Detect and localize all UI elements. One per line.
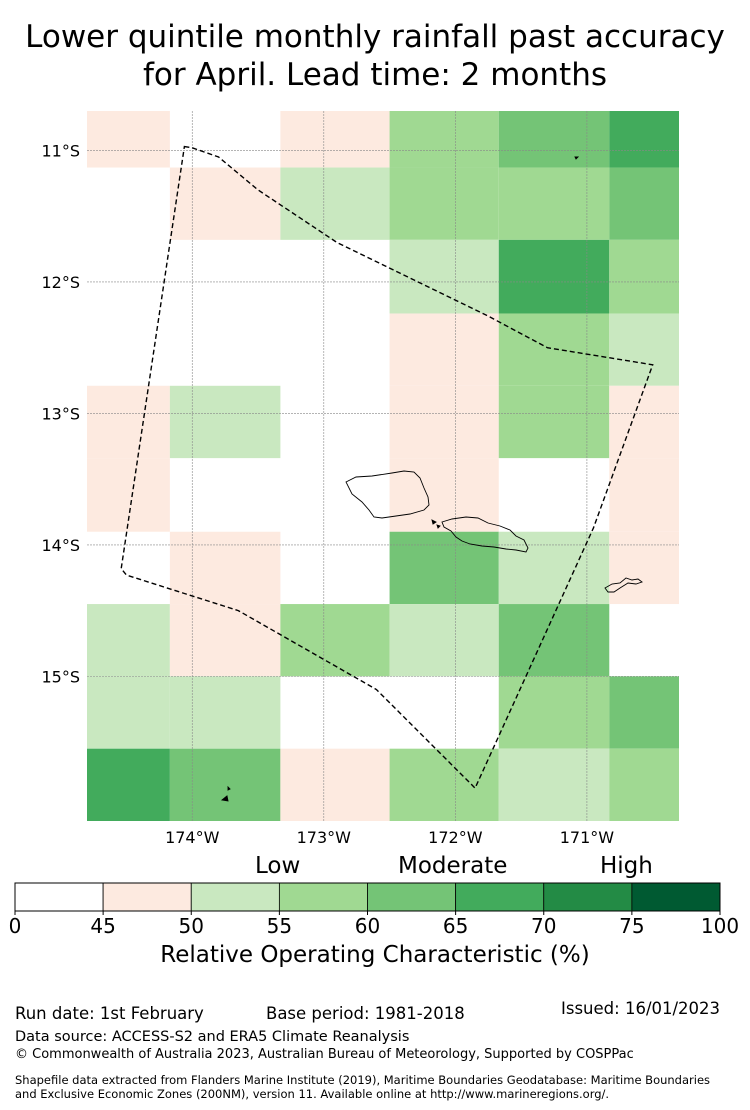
roc-cell-39 — [280, 748, 390, 821]
roc-cell-6 — [280, 167, 390, 240]
run-date: Run date: 1st February — [15, 1004, 204, 1023]
colorbar-tick-label: 50 — [179, 914, 204, 938]
legend-low-label: Low — [255, 853, 301, 879]
shapefile-credit-line-1: Shapefile data extracted from Flanders M… — [15, 1073, 711, 1087]
roc-cell-38 — [169, 748, 281, 821]
roc-cell-12 — [609, 239, 679, 314]
colorbar-axis-label: Relative Operating Characteristic (%) — [160, 942, 590, 968]
roc-cell-27 — [609, 531, 679, 605]
roc-cell-18 — [389, 385, 499, 459]
roc-cell-9 — [609, 167, 679, 240]
colorbar-segment-0 — [14, 882, 104, 912]
roc-cell-3 — [498, 111, 610, 168]
legend-moderate-label: Moderate — [398, 853, 508, 879]
roc-cell-40 — [389, 748, 499, 821]
colorbar-segment-5 — [455, 882, 545, 912]
island-apolima — [436, 524, 441, 529]
roc-cell-33 — [87, 676, 170, 749]
roc-cell-29 — [169, 604, 281, 677]
island-islet-south-2 — [227, 785, 231, 791]
roc-cell-42 — [609, 748, 679, 821]
roc-cell-26 — [498, 531, 610, 605]
roc-cell-14 — [498, 313, 610, 386]
colorbar-segment-7 — [631, 882, 721, 912]
island-upolu — [441, 516, 529, 553]
lat-tick-label: 15°S — [41, 667, 80, 686]
roc-cell-17 — [169, 385, 281, 459]
roc-cell-30 — [280, 604, 390, 677]
roc-cell-0 — [87, 111, 170, 168]
eez-boundary — [120, 145, 654, 790]
roc-cell-5 — [169, 167, 281, 240]
lat-tick-label: 13°S — [41, 404, 80, 423]
roc-cell-36 — [609, 676, 679, 749]
colorbar-segment-2 — [190, 882, 280, 912]
roc-cell-7 — [389, 167, 499, 240]
lon-tick-label: 174°W — [165, 828, 220, 847]
title-line-1: Lower quintile monthly rainfall past acc… — [25, 19, 725, 55]
lat-tick-label: 12°S — [41, 273, 80, 292]
colorbar-segment-4 — [367, 882, 457, 912]
roc-cell-20 — [609, 385, 679, 459]
roc-cell-11 — [498, 239, 610, 314]
island-islet-north — [574, 156, 580, 160]
lat-tick-label: 11°S — [41, 141, 80, 160]
island-islet-south-1 — [220, 795, 229, 802]
roc-cell-2 — [389, 111, 499, 168]
roc-cell-41 — [498, 748, 610, 821]
roc-cell-35 — [498, 676, 610, 749]
roc-cell-1 — [280, 111, 390, 168]
colorbar-segment-6 — [543, 882, 633, 912]
colorbar-tick-label: 0 — [9, 914, 22, 938]
roc-cell-16 — [87, 385, 170, 459]
island-manono — [431, 519, 437, 525]
title-line-2: for April. Lead time: 2 months — [142, 57, 608, 93]
roc-cell-23 — [609, 458, 679, 532]
roc-cell-13 — [389, 313, 499, 386]
lon-tick-label: 173°W — [297, 828, 352, 847]
roc-cell-19 — [498, 385, 610, 459]
colorbar-segment-1 — [102, 882, 192, 912]
axis-tick-labels: 11°S 12°S 13°S 14°S 15°S 174°W 173°W 172°W 171°W — [41, 141, 614, 847]
colorbar-tick-label: 45 — [90, 914, 115, 938]
roc-cell-34 — [169, 676, 281, 749]
lat-tick-label: 14°S — [41, 536, 80, 555]
roc-cell-15 — [609, 313, 679, 386]
roc-cell-31 — [389, 604, 499, 677]
colorbar-tick-label: 75 — [619, 914, 644, 938]
roc-cell-8 — [498, 167, 610, 240]
colorbar-tick-label: 70 — [531, 914, 556, 938]
lon-tick-label: 171°W — [560, 828, 615, 847]
roc-cell-25 — [389, 531, 499, 605]
data-source: Data source: ACCESS-S2 and ERA5 Climate … — [15, 1029, 410, 1045]
colorbar-tick-label: 65 — [443, 914, 468, 938]
lon-tick-label: 172°W — [428, 828, 483, 847]
legend-high-label: High — [600, 853, 653, 879]
roc-grid-cells — [87, 111, 679, 821]
roc-cell-37 — [87, 748, 170, 821]
colorbar: 0 45 50 55 60 65 70 75 100 — [9, 882, 739, 938]
shapefile-credit-line-2: and Exclusive Economic Zones (200NM), ve… — [15, 1087, 610, 1101]
chart-title: Lower quintile monthly rainfall past acc… — [0, 18, 750, 94]
colorbar-tick-label: 100 — [701, 914, 739, 938]
colorbar-segment-3 — [278, 882, 368, 912]
colorbar-tick-label: 60 — [355, 914, 380, 938]
samoa-islands — [220, 156, 643, 802]
roc-cell-24 — [169, 531, 281, 605]
colorbar-tick-label: 55 — [267, 914, 292, 938]
island-tutuila — [604, 577, 643, 593]
roc-cell-4 — [609, 111, 679, 168]
base-period: Base period: 1981-2018 — [266, 1004, 465, 1023]
copyright: © Commonwealth of Australia 2023, Austra… — [15, 1047, 634, 1062]
island-savaii — [345, 470, 430, 519]
roc-cell-28 — [87, 604, 170, 677]
graticule — [87, 111, 679, 821]
issued-date: Issued: 16/01/2023 — [561, 999, 721, 1018]
